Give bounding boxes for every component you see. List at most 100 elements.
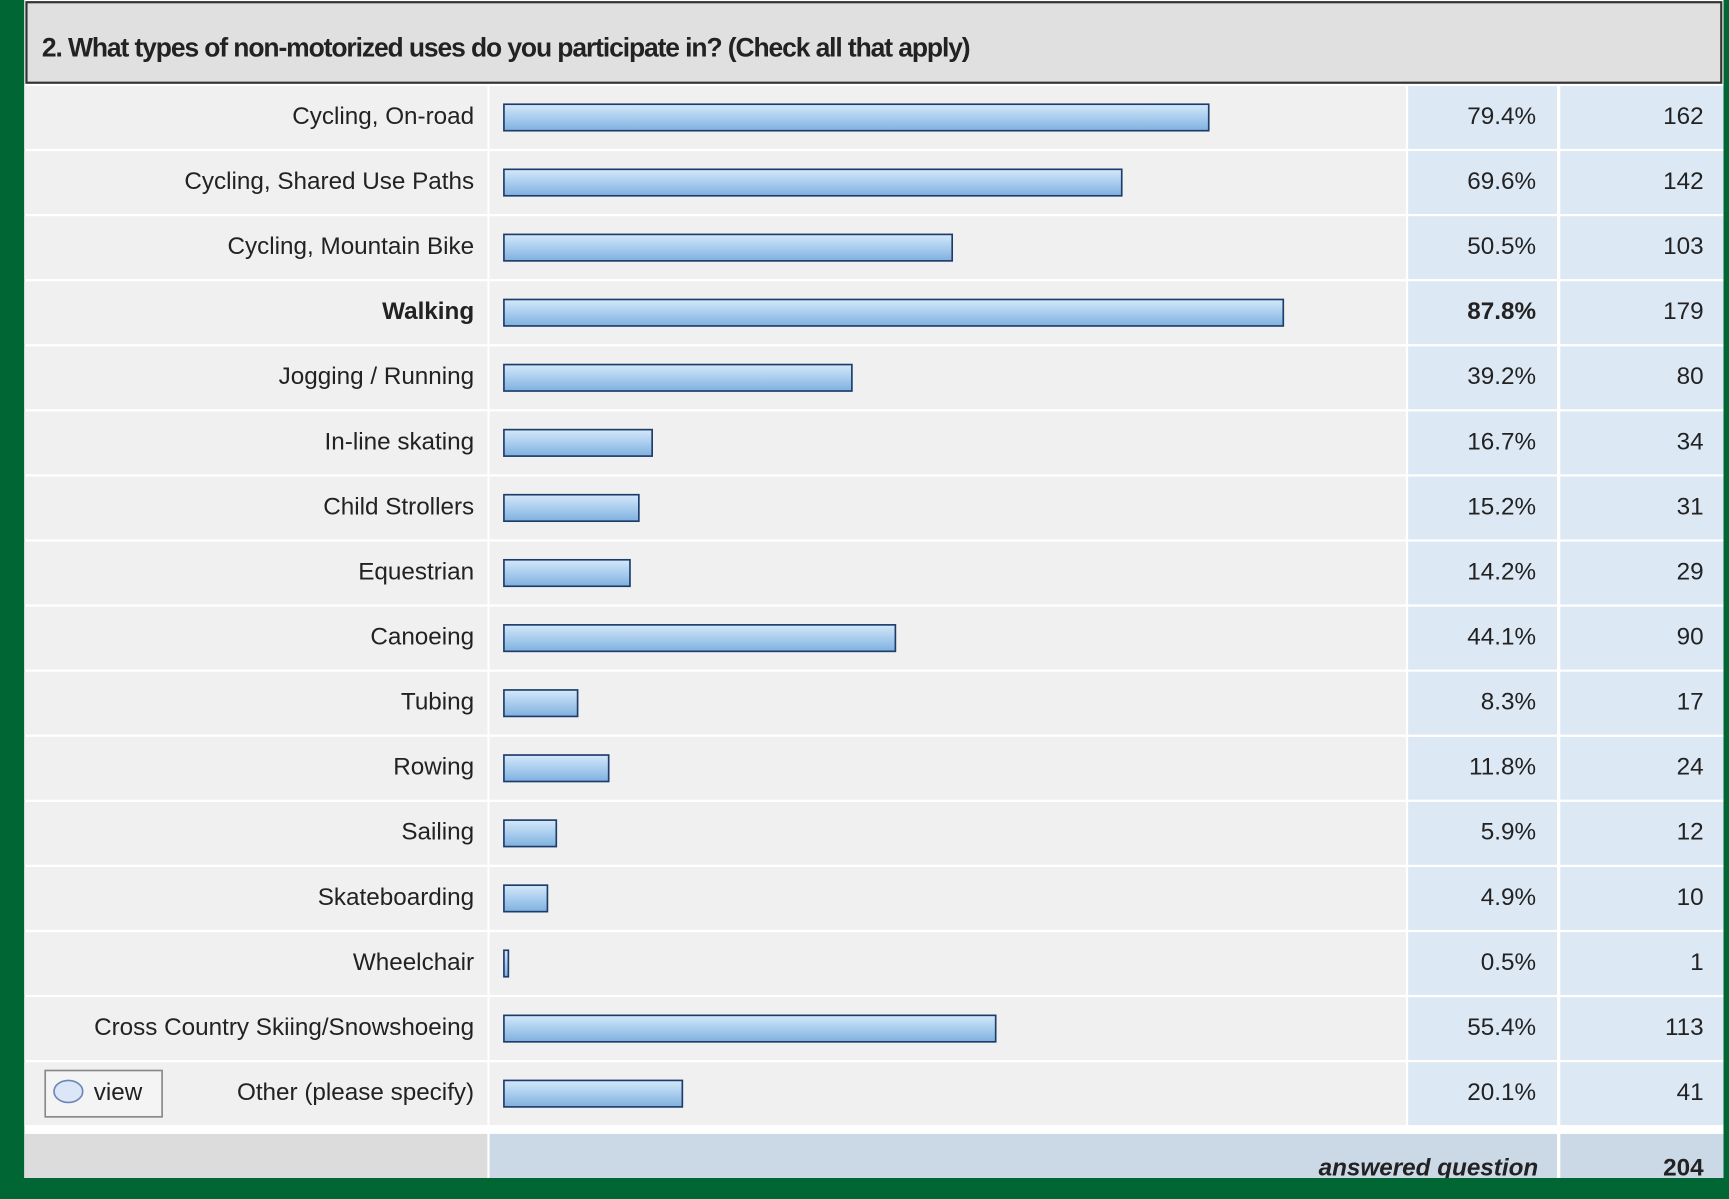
count-cell: [1560, 86, 1724, 149]
category-label: Skateboarding: [318, 884, 474, 911]
bar: [503, 168, 1123, 197]
count-label: 103: [1663, 233, 1703, 260]
footer-right: [1560, 1133, 1724, 1179]
label-cell: [24, 932, 488, 995]
count-cell: [1560, 411, 1724, 475]
category-label: Walking: [382, 298, 474, 325]
label-cell: [24, 997, 488, 1061]
percent-label: 5.9%: [1481, 819, 1536, 846]
count-cell: [1560, 216, 1724, 280]
label-cell: [24, 671, 488, 735]
count-cell: [1560, 346, 1724, 410]
count-label: 1: [1690, 949, 1703, 976]
count-cell: [1560, 281, 1724, 345]
percent-label: 11.8%: [1469, 754, 1536, 781]
category-label: In-line skating: [325, 428, 475, 455]
footer-mid: [489, 1133, 1557, 1179]
percent-label: 39.2%: [1467, 363, 1536, 390]
count-label: 29: [1677, 558, 1704, 585]
percent-cell: [1408, 997, 1557, 1061]
label-cell: [24, 606, 488, 670]
percent-label: 16.7%: [1467, 428, 1536, 455]
bar-cell: [489, 801, 1406, 865]
bar-cell: [489, 671, 1406, 735]
label-cell: [24, 86, 488, 149]
percent-label: 69.6%: [1467, 168, 1536, 195]
count-label: 142: [1663, 168, 1703, 195]
count-cell: [1560, 1062, 1724, 1126]
count-label: 31: [1677, 493, 1704, 520]
label-cell: [24, 411, 488, 475]
percent-label: 44.1%: [1467, 624, 1536, 651]
label-cell: [24, 346, 488, 410]
bar: [503, 884, 549, 913]
bar: [503, 754, 610, 783]
view-button-label[interactable]: view: [94, 1079, 143, 1106]
bar: [503, 1014, 997, 1043]
label-cell: [24, 216, 488, 280]
percent-cell: [1408, 86, 1557, 149]
percent-label: 55.4%: [1467, 1014, 1536, 1041]
percent-cell: [1408, 606, 1557, 670]
count-cell: [1560, 997, 1724, 1061]
bar-cell: [489, 541, 1406, 605]
bar: [503, 819, 558, 848]
percent-label: 4.9%: [1481, 884, 1536, 911]
bar: [503, 428, 653, 457]
count-label: 41: [1677, 1079, 1704, 1106]
category-label: Jogging / Running: [279, 363, 474, 390]
comment-icon: [53, 1079, 84, 1104]
label-cell: [24, 151, 488, 214]
count-cell: [1560, 606, 1724, 670]
category-label: Child Strollers: [323, 493, 474, 520]
bar: [503, 233, 954, 262]
percent-cell: [1408, 216, 1557, 280]
bar-cell: [489, 866, 1406, 930]
count-cell: [1560, 151, 1724, 214]
percent-cell: [1408, 866, 1557, 930]
count-cell: [1560, 801, 1724, 865]
count-cell: [1560, 932, 1724, 995]
bottom-border: [0, 1178, 1729, 1199]
bar: [503, 298, 1285, 327]
bar: [503, 1079, 684, 1108]
count-label: 24: [1677, 754, 1704, 781]
label-cell: [24, 476, 488, 540]
bar: [503, 363, 853, 392]
percent-cell: [1408, 281, 1557, 345]
percent-label: 20.1%: [1467, 1079, 1536, 1106]
count-label: 34: [1677, 428, 1704, 455]
percent-cell: [1408, 476, 1557, 540]
count-label: 17: [1677, 689, 1704, 716]
header: [25, 1, 1723, 84]
percent-label: 79.4%: [1467, 103, 1536, 130]
percent-label: 8.3%: [1481, 689, 1536, 716]
label-cell: [24, 541, 488, 605]
label-cell: [24, 281, 488, 345]
bar: [503, 689, 579, 718]
count-label: 90: [1677, 624, 1704, 651]
percent-cell: [1408, 346, 1557, 410]
percent-cell: [1408, 932, 1557, 995]
percent-cell: [1408, 801, 1557, 865]
answered-label: answered question: [1319, 1155, 1539, 1182]
label-cell: [24, 736, 488, 800]
count-cell: [1560, 866, 1724, 930]
count-cell: [1560, 541, 1724, 605]
percent-label: 0.5%: [1481, 949, 1536, 976]
category-label: Sailing: [401, 819, 474, 846]
percent-label: 15.2%: [1467, 493, 1536, 520]
count-cell: [1560, 476, 1724, 540]
count-label: 80: [1677, 363, 1704, 390]
count-cell: [1560, 736, 1724, 800]
percent-cell: [1408, 541, 1557, 605]
label-cell: [24, 801, 488, 865]
percent-cell: [1408, 151, 1557, 214]
bar: [503, 558, 631, 588]
category-label: Wheelchair: [353, 949, 474, 976]
category-label: Equestrian: [358, 558, 474, 585]
percent-label: 87.8%: [1467, 298, 1536, 325]
category-label: Cycling, Shared Use Paths: [184, 168, 474, 195]
category-label: Tubing: [401, 689, 474, 716]
